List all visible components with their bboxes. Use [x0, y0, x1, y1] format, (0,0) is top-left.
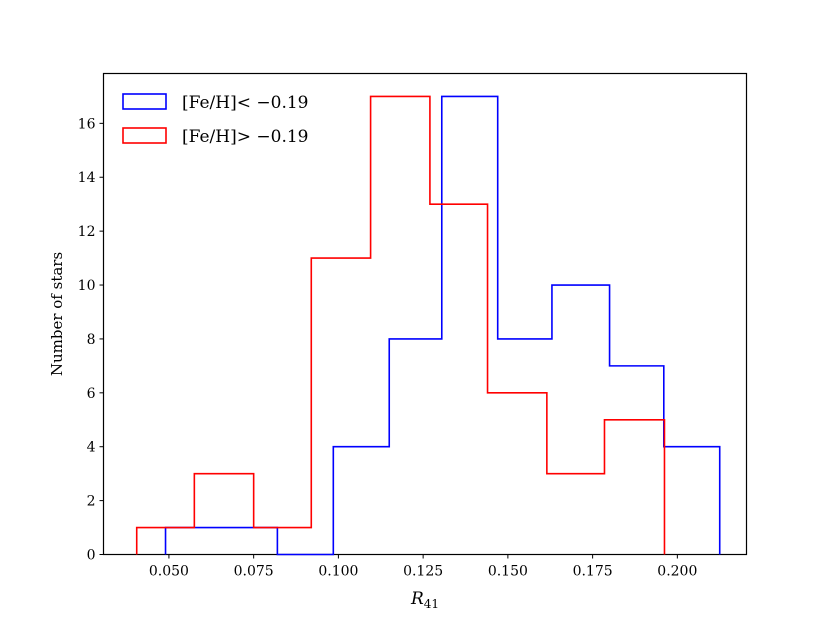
series-2 [135, 95, 666, 555]
series-2-step-outline [135, 95, 666, 555]
x-tick-label: 0.050 [149, 564, 189, 580]
y-tick-label: 16 [78, 116, 96, 132]
legend-label: [Fe/H]< −0.19 [182, 93, 309, 113]
series-2-bar [547, 474, 605, 555]
y-tick-label: 6 [87, 386, 96, 402]
series-2-bar [311, 258, 370, 554]
legend-swatch [122, 127, 167, 144]
y-tick-label: 0 [87, 548, 96, 564]
x-tick-label: 0.125 [403, 564, 443, 580]
x-tick-label: 0.100 [318, 564, 358, 580]
y-tick-label: 2 [87, 494, 96, 510]
y-tick-label: 8 [87, 332, 96, 348]
x-axis-subscript: 41 [424, 597, 439, 611]
y-tick-label: 10 [78, 278, 96, 294]
y-tick-label: 12 [78, 224, 96, 240]
legend-swatch [122, 93, 167, 110]
x-tick-label: 0.200 [657, 564, 697, 580]
series-2-bar [194, 474, 253, 555]
series-2-bar [137, 528, 195, 555]
series-1-step-outline [164, 95, 721, 556]
legend: [Fe/H]< −0.19 [Fe/H]> −0.19 [122, 93, 309, 147]
x-axis-symbol: R [410, 589, 424, 609]
series-2-bar [430, 204, 488, 554]
legend-label: [Fe/H]> −0.19 [182, 127, 309, 147]
x-tick-label: 0.075 [234, 564, 274, 580]
series-1 [164, 95, 721, 556]
y-tick-label: 4 [87, 440, 96, 456]
x-tick-label: 0.175 [573, 564, 613, 580]
y-axis-title: Number of stars [48, 252, 66, 376]
x-tick-label: 0.150 [488, 564, 528, 580]
series-2-bar [254, 528, 312, 555]
series-1-bar [664, 447, 720, 555]
x-axis-title: R41 [410, 589, 439, 611]
series-2-bar [488, 393, 547, 555]
y-tick-label: 14 [78, 170, 96, 186]
series-2-bar [371, 96, 430, 554]
series-2-bar [604, 420, 664, 555]
plot-frame [102, 72, 748, 556]
